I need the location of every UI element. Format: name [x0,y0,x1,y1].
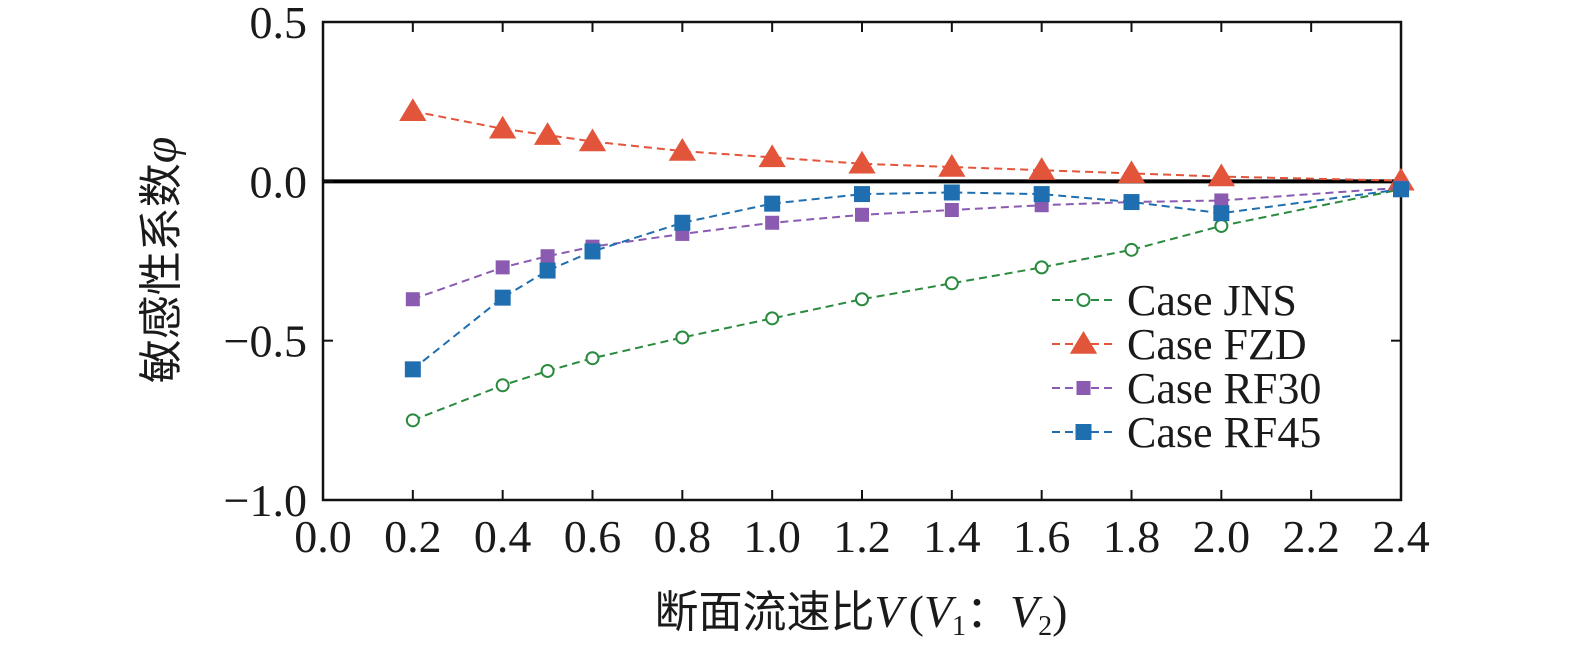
data-point [854,186,870,203]
data-point [1123,194,1140,211]
series-line [412,188,1402,422]
series-case-rf45 [404,181,1409,378]
legend-entry: Case RF30 [1052,364,1321,413]
data-point [765,215,780,230]
data-point [399,98,427,121]
data-point [675,330,690,345]
legend-entry: Case FZD [1052,320,1307,369]
data-point [848,150,876,174]
series-line [412,186,1402,301]
data-point [404,361,421,378]
data-point [944,203,959,218]
y-axis-title-symbol: φ [134,137,187,164]
data-point [495,378,510,393]
data-point [1214,193,1229,208]
data-point [1034,260,1049,275]
x-tick-label: 1.0 [743,511,801,562]
data-point [855,292,869,307]
legend-entry: Case JNS [1052,276,1297,325]
x-axis-title-sub1: 1 [952,611,966,642]
data-point [1393,181,1409,198]
x-tick-label: 1.8 [1103,511,1161,562]
legend-label: Case FZD [1127,320,1307,369]
x-tick-label: 0.0 [294,511,352,562]
legend-entry: Case RF45 [1052,408,1321,457]
x-tick-label: 2.0 [1193,511,1251,562]
x-tick-label: 0.2 [384,511,442,562]
data-point [1028,157,1056,180]
x-axis-title-colon: ： [966,587,1010,638]
legend-label: Case RF45 [1127,408,1321,457]
series-line [412,110,1402,182]
legend-label: Case RF30 [1127,364,1321,413]
x-axis-title-var: V [875,586,908,637]
data-point [489,115,517,139]
x-axis-title-main: 断面流速比 [655,587,875,638]
data-point [674,214,691,231]
series-case-fzd [399,98,1415,191]
x-axis-title-sub2: 2 [1038,611,1052,642]
data-point [938,153,966,177]
data-point [668,138,696,161]
x-tick-label: 2.4 [1372,511,1430,562]
data-point [533,122,562,145]
y-axis-title: 敏感性系数φ [134,137,187,384]
x-tick-label: 1.4 [923,511,981,562]
axis-ticks: 0.0 0.2 0.4 0.6 0.8 1.0 1.2 1.4 1.6 1.8 2.0 2.2 2.4 0… [224,0,1430,562]
data-point [1214,218,1229,233]
x-axis-title-v2: V [1010,586,1043,637]
x-tick-label: 0.8 [654,511,712,562]
data-point [540,363,555,378]
data-point [764,195,781,212]
x-tick-label: 0.4 [474,511,532,562]
y-tick-label: −0.5 [224,316,307,367]
x-axis-title-paren-open: ( [909,586,924,637]
y-tick-label: 0.0 [250,156,308,207]
data-point [584,243,601,260]
data-point [495,260,510,275]
y-axis-title-main: 敏感性系数 [136,163,187,383]
legend-marker [1076,293,1091,307]
x-tick-label: 2.2 [1282,511,1340,562]
x-tick-label: 1.6 [1013,511,1071,562]
y-tick-label: 0.5 [250,0,308,48]
x-axis-title: 断面流速比V (V1：V2) [655,586,1068,642]
x-tick-label: 1.2 [833,511,891,562]
legend-marker [1069,331,1098,354]
data-point [765,311,780,326]
data-point [578,128,607,152]
data-point [855,207,869,222]
data-point [405,292,420,307]
x-axis-title-v1: V [924,586,957,637]
x-tick-label: 0.6 [564,511,622,562]
data-point [1033,186,1050,203]
x-axis-title-paren-close: ) [1052,586,1067,637]
legend-label: Case JNS [1127,276,1297,325]
data-point [585,351,600,366]
data-point [944,276,959,291]
data-point [1207,163,1235,187]
data-point [1213,205,1230,222]
series-group [399,98,1415,428]
data-point [758,144,786,168]
y-tick-label: −1.0 [224,475,307,526]
legend-marker [1075,424,1092,440]
data-point [943,184,960,201]
data-point [1117,160,1146,184]
data-point [494,289,511,306]
legend-marker [1076,381,1091,395]
data-point [539,262,556,279]
data-point [405,413,420,428]
data-point [1124,242,1139,257]
data-point [540,249,555,264]
